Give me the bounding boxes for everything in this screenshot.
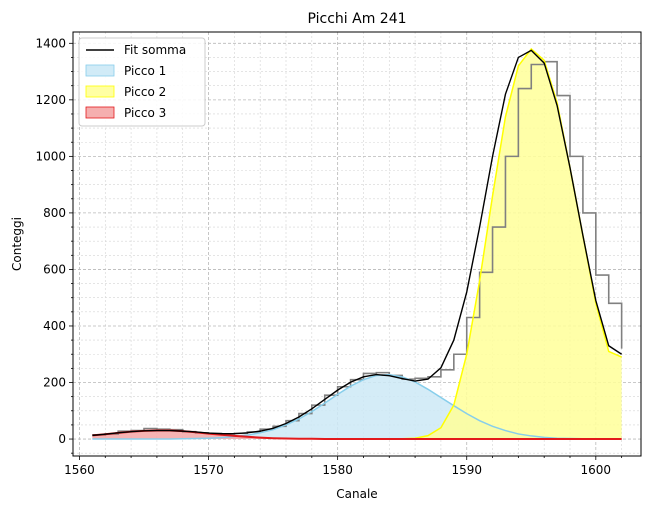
legend: Fit somma Picco 1 Picco 2 Picco 3 [78, 37, 206, 127]
fill-picco-2 [376, 48, 622, 440]
fit-lines [92, 47, 623, 441]
legend-swatch-picco-1 [85, 64, 115, 77]
y-tick-label: 400 [43, 319, 66, 333]
x-tick-label: 1570 [193, 463, 224, 477]
legend-box [78, 37, 206, 127]
y-tick-label: 200 [43, 376, 66, 390]
y-tick-label: 1000 [35, 149, 66, 163]
curve-fit-somma [92, 49, 623, 437]
x-tick-label: 1580 [322, 463, 353, 477]
legend-label: Picco 3 [124, 106, 166, 120]
y-tick-label: 800 [43, 206, 66, 220]
y-tick-label: 1400 [35, 36, 66, 50]
x-tick-label: 1590 [451, 463, 482, 477]
legend-label: Picco 1 [124, 64, 166, 78]
curve-picco-1 [92, 373, 622, 440]
fill-picco-1 [92, 374, 622, 440]
legend-label: Picco 2 [124, 85, 166, 99]
chart-title: Picchi Am 241 [307, 11, 406, 27]
legend-swatch-picco-2 [85, 85, 115, 98]
x-tick-label: 1600 [581, 463, 612, 477]
y-tick-label: 1200 [35, 93, 66, 107]
y-axis-label: Conteggi [10, 217, 24, 271]
axis-ticks: 1560 1570 1580 1590 1600 0 200 400 600 800 1000 120… [35, 36, 623, 477]
x-axis-label: Canale [336, 487, 377, 501]
x-tick-label: 1560 [64, 463, 95, 477]
y-tick-label: 600 [43, 262, 66, 276]
plot-frame [72, 31, 642, 457]
y-tick-label: 0 [58, 432, 66, 446]
legend-swatch-picco-3 [85, 106, 115, 119]
legend-label: Fit somma [124, 43, 186, 57]
